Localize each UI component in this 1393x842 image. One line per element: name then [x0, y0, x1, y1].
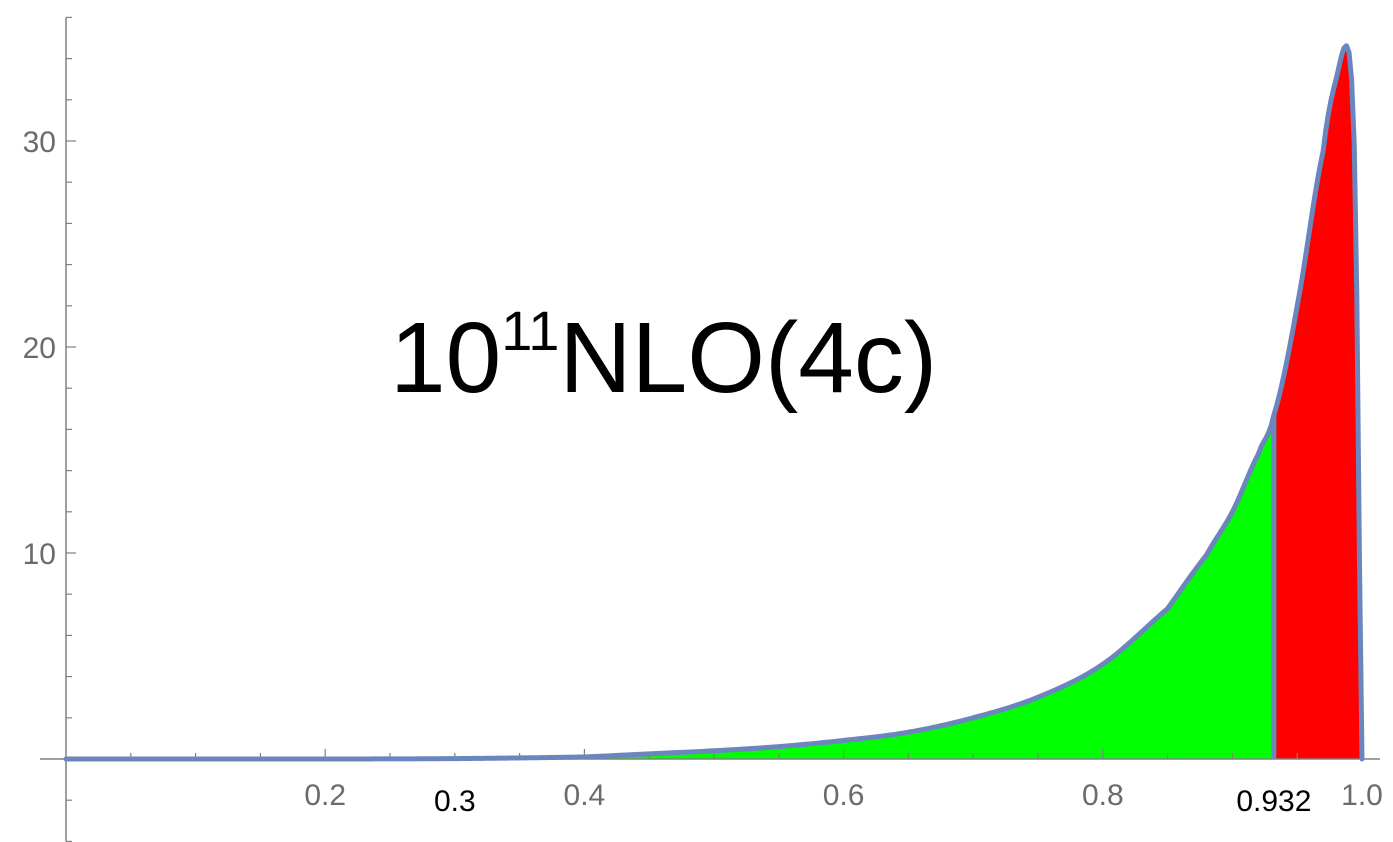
title-exponent: 11 — [501, 299, 559, 362]
y-tick-label: 20 — [23, 332, 56, 365]
region-0 — [454, 414, 1274, 759]
shaded-regions — [454, 45, 1362, 759]
marker-label: 0.3 — [434, 785, 476, 818]
region-1 — [1273, 45, 1362, 759]
x-tick-label: 0.6 — [823, 779, 865, 812]
x-tick-label: 0.8 — [1082, 779, 1124, 812]
y-tick-label: 30 — [23, 126, 56, 159]
curve-layer — [63, 43, 1365, 762]
title-rest: NLO(4c) — [559, 302, 937, 414]
title-base: 10 — [390, 302, 501, 414]
series-curve — [63, 43, 1365, 762]
markers: 0.3 0.932 — [434, 785, 1311, 818]
marker-label: 0.932 — [1236, 785, 1311, 818]
x-tick-label: 0.4 — [564, 779, 606, 812]
x-tick-label: 1.0 — [1341, 779, 1383, 812]
chart-title: 1011NLO(4c) — [390, 299, 937, 414]
y-tick-label: 10 — [23, 538, 56, 571]
x-tick-label: 0.2 — [304, 779, 346, 812]
tick-labels: 0.2 0.4 0.6 0.8 1.0 10 20 30 — [23, 126, 1383, 812]
